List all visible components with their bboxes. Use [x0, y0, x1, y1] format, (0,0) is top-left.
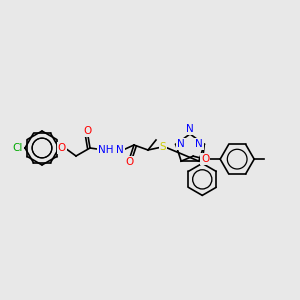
Text: NH: NH	[98, 145, 114, 155]
Text: O: O	[58, 143, 66, 153]
Text: N: N	[177, 140, 184, 149]
Text: N: N	[195, 140, 203, 149]
Text: O: O	[126, 157, 134, 167]
Text: O: O	[201, 154, 209, 164]
Text: S: S	[160, 142, 166, 152]
Text: O: O	[84, 126, 92, 136]
Text: Cl: Cl	[13, 143, 23, 153]
Text: N: N	[116, 145, 124, 155]
Text: N: N	[186, 124, 194, 134]
